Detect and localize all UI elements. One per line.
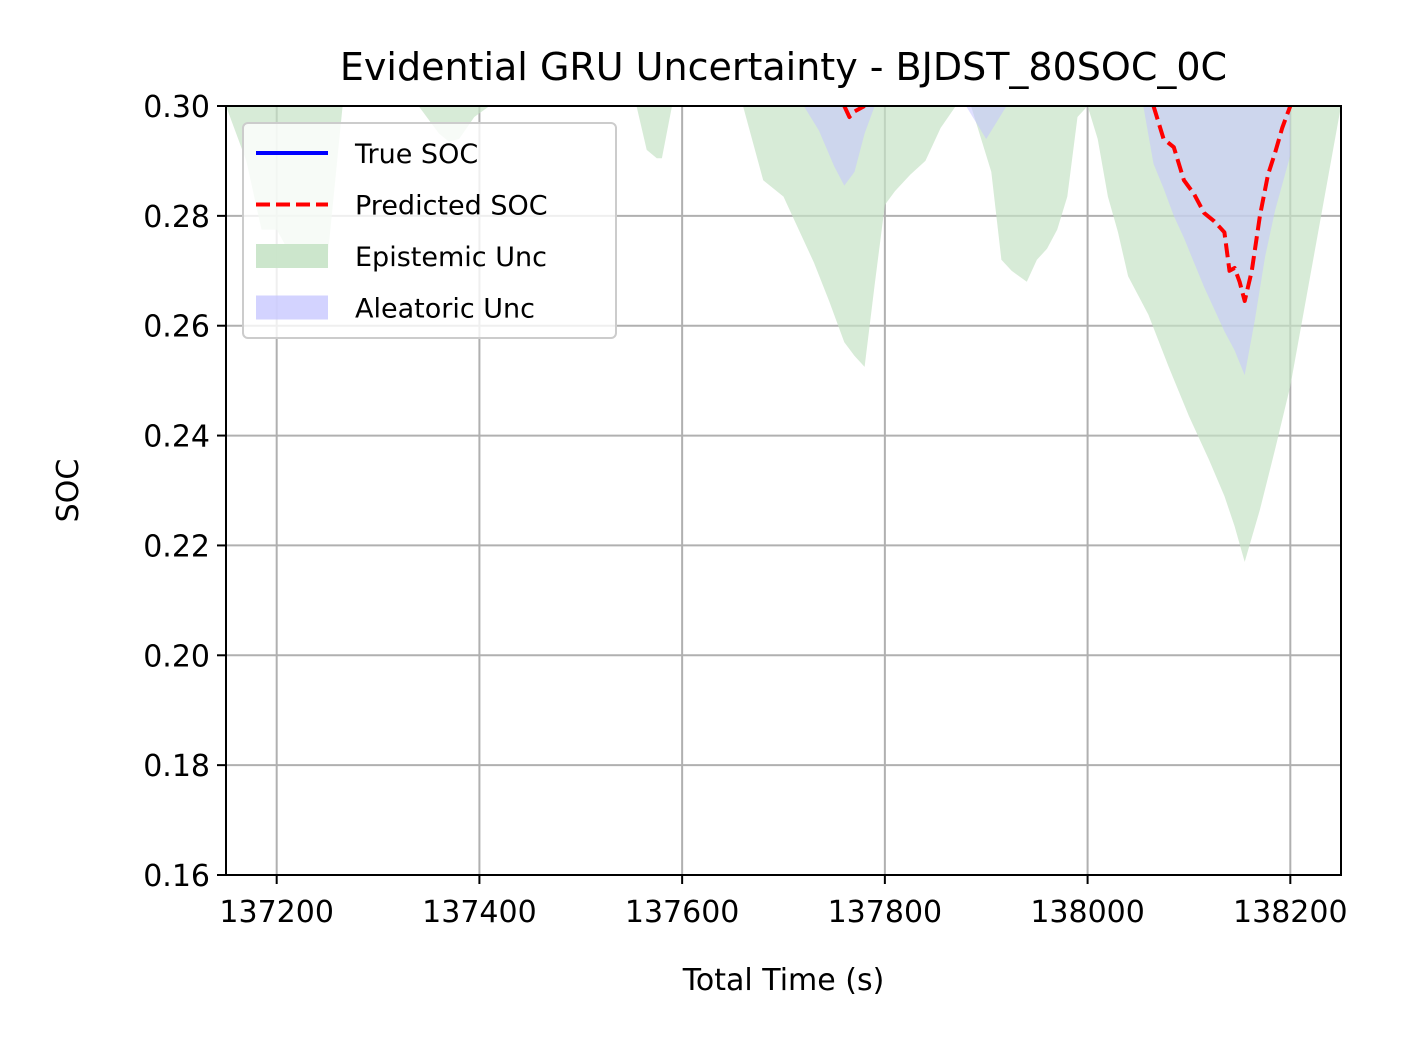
x-tick-label: 137200	[219, 895, 334, 930]
legend-box	[242, 122, 617, 339]
x-tick-label: 137400	[422, 895, 537, 930]
x-axis-title: Total Time (s)	[682, 963, 885, 998]
legend-label: Aleatoric Unc	[355, 294, 535, 325]
y-tick-label: 0.22	[143, 529, 210, 564]
x-tick-label: 138000	[1030, 895, 1145, 930]
series-lines	[842, 106, 1293, 303]
x-tick-label: 138200	[1233, 895, 1348, 930]
legend-label: Predicted SOC	[355, 191, 548, 222]
x-tick-label: 137800	[828, 895, 943, 930]
y-tick-label: 0.26	[143, 310, 210, 345]
legend-label: True SOC	[354, 139, 478, 170]
y-tick-label: 0.16	[143, 859, 210, 894]
y-tick-label: 0.30	[143, 90, 210, 125]
legend-label: Epistemic Unc	[355, 242, 547, 273]
y-tick-label: 0.24	[143, 420, 210, 455]
legend-swatch	[256, 244, 328, 268]
legend-swatch	[256, 295, 328, 320]
x-tick-label: 137600	[625, 895, 740, 930]
y-tick-label: 0.28	[143, 200, 210, 235]
series-predicted-soc	[842, 106, 1293, 303]
axis-ticks: 137200 137400 137600 137800 138000 138200 0.16…	[143, 90, 1347, 930]
plot-frame	[225, 105, 1342, 876]
y-tick-label: 0.20	[143, 639, 210, 674]
chart-title: Evidential GRU Uncertainty - BJDST_80SOC…	[340, 45, 1227, 89]
band-aleatoric-unc	[803, 106, 1291, 376]
y-axis-title: SOC	[51, 459, 86, 523]
y-tick-label: 0.18	[143, 749, 210, 784]
legend: True SOC Predicted SOC Epistemic Unc Aleato…	[242, 122, 617, 339]
